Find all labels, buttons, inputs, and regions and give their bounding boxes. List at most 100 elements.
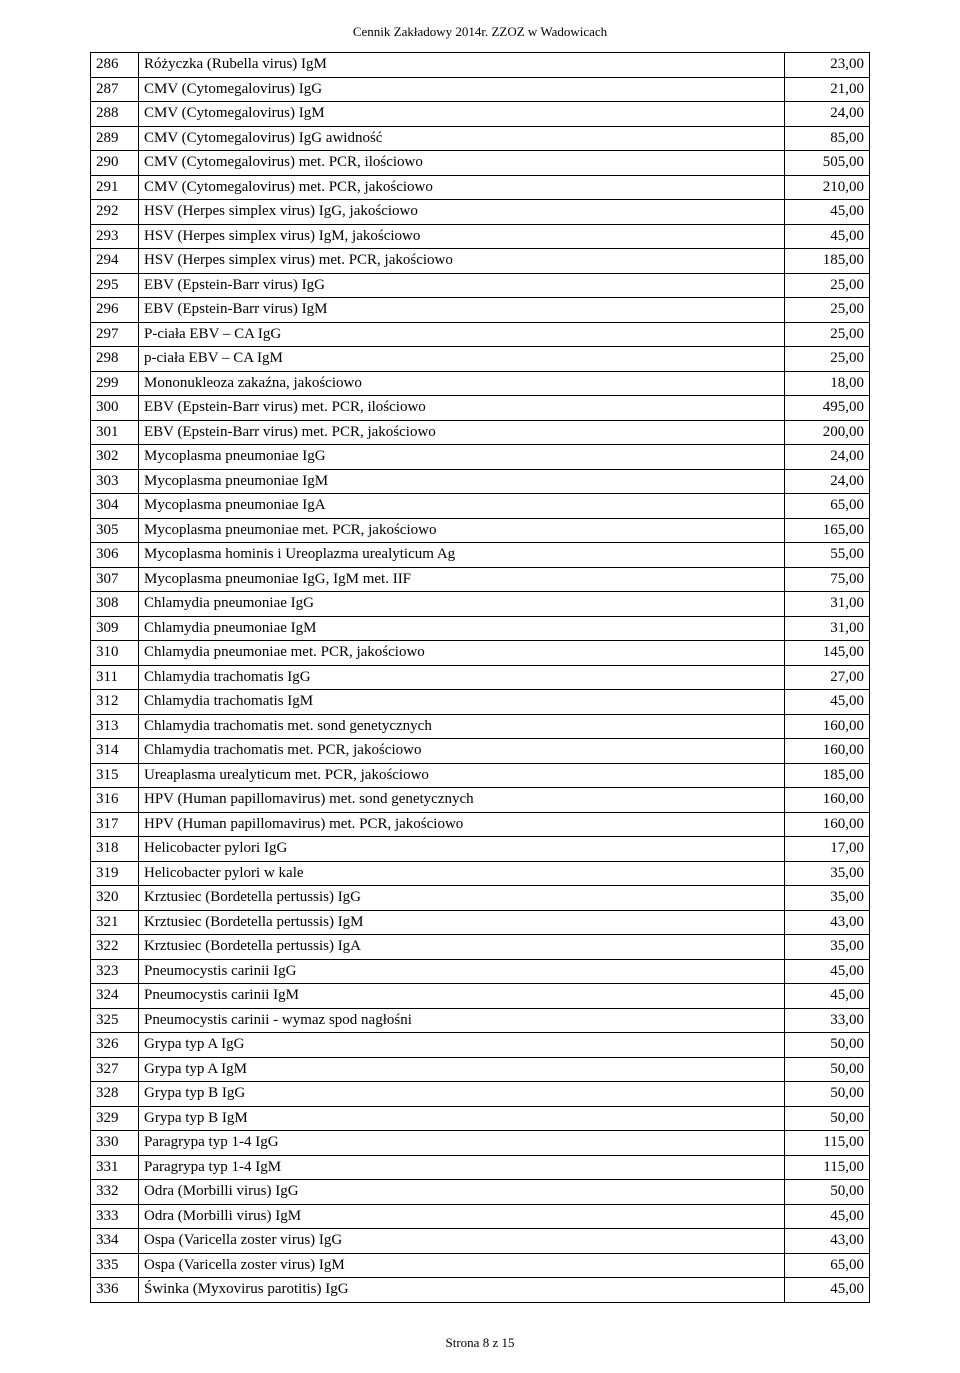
table-row: 335Ospa (Varicella zoster virus) IgM65,0… xyxy=(91,1253,870,1278)
row-name: HSV (Herpes simplex virus) met. PCR, jak… xyxy=(139,249,785,274)
row-number: 307 xyxy=(91,567,139,592)
row-price: 21,00 xyxy=(785,77,870,102)
table-row: 327Grypa typ A IgM50,00 xyxy=(91,1057,870,1082)
row-price: 45,00 xyxy=(785,1204,870,1229)
row-name: Mycoplasma pneumoniae IgA xyxy=(139,494,785,519)
row-price: 160,00 xyxy=(785,788,870,813)
row-number: 328 xyxy=(91,1082,139,1107)
row-number: 289 xyxy=(91,126,139,151)
row-name: Pneumocystis carinii IgM xyxy=(139,984,785,1009)
row-number: 312 xyxy=(91,690,139,715)
row-name: Chlamydia pneumoniae IgG xyxy=(139,592,785,617)
row-price: 45,00 xyxy=(785,984,870,1009)
price-table: 286Różyczka (Rubella virus) IgM23,00287C… xyxy=(90,52,870,1303)
row-number: 305 xyxy=(91,518,139,543)
table-row: 331Paragrypa typ 1-4 IgM115,00 xyxy=(91,1155,870,1180)
row-price: 160,00 xyxy=(785,714,870,739)
row-name: Grypa typ B IgG xyxy=(139,1082,785,1107)
row-price: 65,00 xyxy=(785,1253,870,1278)
row-name: Mycoplasma hominis i Ureoplazma urealyti… xyxy=(139,543,785,568)
table-row: 326Grypa typ A IgG50,00 xyxy=(91,1033,870,1058)
row-number: 295 xyxy=(91,273,139,298)
table-row: 292HSV (Herpes simplex virus) IgG, jakoś… xyxy=(91,200,870,225)
table-row: 300EBV (Epstein-Barr virus) met. PCR, il… xyxy=(91,396,870,421)
row-number: 332 xyxy=(91,1180,139,1205)
row-name: EBV (Epstein-Barr virus) IgM xyxy=(139,298,785,323)
row-name: Mycoplasma pneumoniae IgM xyxy=(139,469,785,494)
row-price: 505,00 xyxy=(785,151,870,176)
row-name: p-ciała EBV – CA IgM xyxy=(139,347,785,372)
row-number: 313 xyxy=(91,714,139,739)
table-row: 324Pneumocystis carinii IgM45,00 xyxy=(91,984,870,1009)
row-price: 24,00 xyxy=(785,102,870,127)
table-row: 312Chlamydia trachomatis IgM45,00 xyxy=(91,690,870,715)
table-row: 308Chlamydia pneumoniae IgG31,00 xyxy=(91,592,870,617)
row-number: 310 xyxy=(91,641,139,666)
row-name: Ospa (Varicella zoster virus) IgG xyxy=(139,1229,785,1254)
page-header: Cennik Zakładowy 2014r. ZZOZ w Wadowicac… xyxy=(90,24,870,40)
table-row: 322Krztusiec (Bordetella pertussis) IgA3… xyxy=(91,935,870,960)
row-number: 333 xyxy=(91,1204,139,1229)
row-price: 50,00 xyxy=(785,1106,870,1131)
row-price: 210,00 xyxy=(785,175,870,200)
row-name: Chlamydia trachomatis met. PCR, jakościo… xyxy=(139,739,785,764)
row-price: 43,00 xyxy=(785,1229,870,1254)
row-price: 35,00 xyxy=(785,861,870,886)
row-name: Ureaplasma urealyticum met. PCR, jakości… xyxy=(139,763,785,788)
row-number: 297 xyxy=(91,322,139,347)
row-price: 23,00 xyxy=(785,53,870,78)
table-row: 314Chlamydia trachomatis met. PCR, jakoś… xyxy=(91,739,870,764)
row-name: Krztusiec (Bordetella pertussis) IgA xyxy=(139,935,785,960)
table-row: 319Helicobacter pylori w kale35,00 xyxy=(91,861,870,886)
table-row: 315Ureaplasma urealyticum met. PCR, jako… xyxy=(91,763,870,788)
row-price: 45,00 xyxy=(785,959,870,984)
row-name: CMV (Cytomegalovirus) met. PCR, jakościo… xyxy=(139,175,785,200)
row-number: 293 xyxy=(91,224,139,249)
row-number: 290 xyxy=(91,151,139,176)
row-name: Krztusiec (Bordetella pertussis) IgG xyxy=(139,886,785,911)
row-name: HSV (Herpes simplex virus) IgG, jakościo… xyxy=(139,200,785,225)
row-price: 160,00 xyxy=(785,812,870,837)
row-number: 291 xyxy=(91,175,139,200)
row-price: 27,00 xyxy=(785,665,870,690)
row-price: 85,00 xyxy=(785,126,870,151)
row-name: CMV (Cytomegalovirus) IgG xyxy=(139,77,785,102)
row-price: 18,00 xyxy=(785,371,870,396)
row-name: EBV (Epstein-Barr virus) met. PCR, jakoś… xyxy=(139,420,785,445)
table-row: 330Paragrypa typ 1-4 IgG115,00 xyxy=(91,1131,870,1156)
row-name: Mononukleoza zakaźna, jakościowo xyxy=(139,371,785,396)
table-row: 323Pneumocystis carinii IgG45,00 xyxy=(91,959,870,984)
row-price: 185,00 xyxy=(785,249,870,274)
row-number: 294 xyxy=(91,249,139,274)
table-row: 288CMV (Cytomegalovirus) IgM24,00 xyxy=(91,102,870,127)
table-row: 287CMV (Cytomegalovirus) IgG21,00 xyxy=(91,77,870,102)
table-row: 291CMV (Cytomegalovirus) met. PCR, jakoś… xyxy=(91,175,870,200)
row-number: 319 xyxy=(91,861,139,886)
table-row: 317HPV (Human papillomavirus) met. PCR, … xyxy=(91,812,870,837)
row-number: 292 xyxy=(91,200,139,225)
row-number: 320 xyxy=(91,886,139,911)
row-name: Paragrypa typ 1-4 IgG xyxy=(139,1131,785,1156)
row-price: 65,00 xyxy=(785,494,870,519)
table-row: 332Odra (Morbilli virus) IgG50,00 xyxy=(91,1180,870,1205)
row-number: 335 xyxy=(91,1253,139,1278)
row-price: 45,00 xyxy=(785,224,870,249)
row-name: Pneumocystis carinii - wymaz spod nagłoś… xyxy=(139,1008,785,1033)
row-name: Helicobacter pylori IgG xyxy=(139,837,785,862)
row-price: 25,00 xyxy=(785,298,870,323)
row-number: 322 xyxy=(91,935,139,960)
row-price: 50,00 xyxy=(785,1082,870,1107)
row-number: 306 xyxy=(91,543,139,568)
table-row: 305Mycoplasma pneumoniae met. PCR, jakoś… xyxy=(91,518,870,543)
row-price: 24,00 xyxy=(785,445,870,470)
row-name: Mycoplasma pneumoniae IgG xyxy=(139,445,785,470)
row-name: Paragrypa typ 1-4 IgM xyxy=(139,1155,785,1180)
row-number: 317 xyxy=(91,812,139,837)
row-price: 165,00 xyxy=(785,518,870,543)
row-price: 50,00 xyxy=(785,1180,870,1205)
page-content: Cennik Zakładowy 2014r. ZZOZ w Wadowicac… xyxy=(0,0,960,1303)
row-number: 315 xyxy=(91,763,139,788)
row-name: Różyczka (Rubella virus) IgM xyxy=(139,53,785,78)
table-row: 309Chlamydia pneumoniae IgM31,00 xyxy=(91,616,870,641)
table-row: 306Mycoplasma hominis i Ureoplazma ureal… xyxy=(91,543,870,568)
